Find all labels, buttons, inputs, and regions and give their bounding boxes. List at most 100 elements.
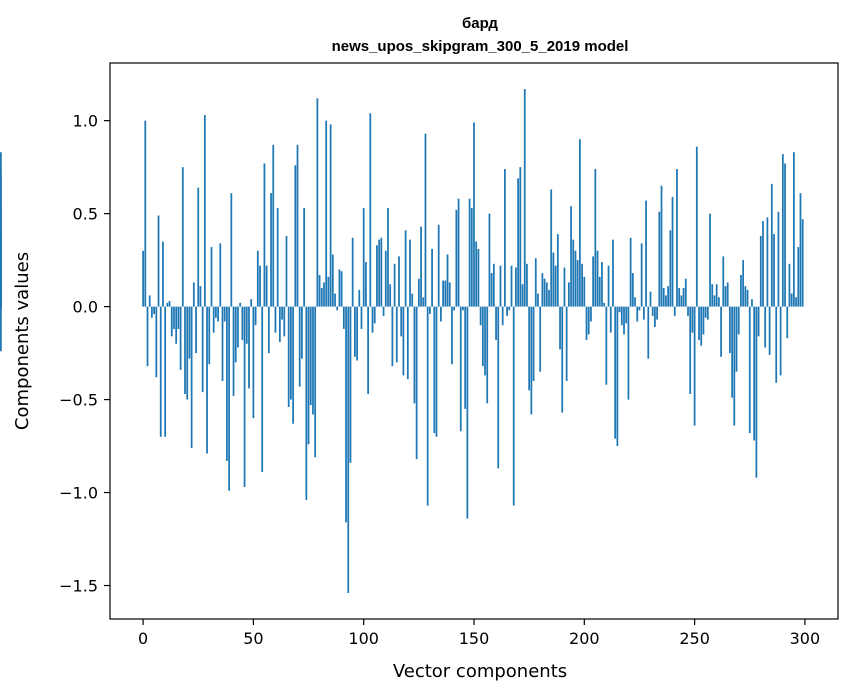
- bar-48: [248, 306, 250, 389]
- bar-26: [199, 286, 202, 307]
- bar-34: [217, 306, 219, 322]
- bar-37: [223, 306, 226, 322]
- chart-subtitle: news_upos_skipgram_300_5_2019 model: [332, 38, 629, 55]
- bar-24: [195, 306, 197, 354]
- bar-239: [669, 230, 672, 307]
- bar-53: [259, 265, 261, 307]
- bar-234: [658, 211, 661, 307]
- bar-104: [371, 306, 374, 333]
- bar-169: [515, 267, 517, 307]
- bar-17: [179, 306, 182, 370]
- bar-197: [576, 260, 579, 307]
- bar-186: [552, 252, 555, 307]
- bar-270: [737, 306, 740, 335]
- bar-40: [230, 193, 233, 307]
- bar-257: [709, 213, 711, 307]
- y-tick-label: −0.5: [59, 391, 98, 410]
- bar-252: [698, 306, 700, 341]
- x-tick-label: 0: [138, 629, 148, 648]
- bar-35: [219, 243, 222, 307]
- bar-278: [755, 306, 758, 478]
- bar-216: [618, 306, 621, 313]
- bar-155: [484, 306, 486, 376]
- bar-283: [766, 217, 769, 307]
- x-tick-label: 300: [790, 629, 821, 648]
- bar-124: [415, 306, 418, 460]
- bar-126: [420, 226, 422, 307]
- bar-114: [393, 263, 396, 307]
- bar-65: [285, 235, 288, 307]
- bar-196: [574, 250, 577, 307]
- bar-123: [413, 306, 416, 404]
- bar-274: [746, 289, 749, 307]
- bar-209: [603, 302, 606, 307]
- bar-237: [665, 295, 667, 307]
- bar-285: [770, 183, 773, 307]
- bar-74: [305, 306, 308, 500]
- bar-208: [601, 261, 603, 307]
- bar-121: [409, 239, 411, 307]
- bar-212: [609, 306, 612, 333]
- bar-undefined: [0, 306, 2, 309]
- bar-69: [294, 165, 297, 307]
- bar-244: [680, 295, 683, 307]
- bar-288: [777, 211, 780, 307]
- bar-220: [627, 306, 630, 400]
- bar-8: [159, 306, 162, 437]
- bar-25: [197, 187, 200, 307]
- bar-194: [570, 206, 572, 307]
- bar-27: [201, 306, 204, 393]
- bar-152: [477, 248, 480, 307]
- bar-218: [623, 306, 625, 335]
- chart-title: бард: [462, 15, 498, 32]
- bar-232: [654, 306, 656, 328]
- bar-176: [530, 306, 533, 415]
- bar-60: [274, 306, 277, 333]
- bar-20: [186, 306, 189, 400]
- bar-158: [490, 273, 493, 307]
- bar-170: [517, 178, 519, 307]
- bar-267: [731, 306, 733, 398]
- bar-207: [598, 276, 601, 307]
- bar-265: [726, 282, 729, 307]
- bar-64: [283, 306, 286, 337]
- bar-72: [301, 306, 303, 359]
- bar-7: [157, 215, 160, 307]
- bar-199: [581, 263, 583, 307]
- bar-141: [453, 306, 456, 311]
- bar-78: [314, 306, 317, 458]
- bar-135: [440, 306, 442, 322]
- bar-71: [298, 306, 301, 387]
- bar-6: [155, 306, 158, 378]
- bar-145: [462, 306, 464, 311]
- bar-276: [751, 299, 753, 307]
- y-tick-label: −1.5: [59, 577, 98, 596]
- y-tick-label: 0.0: [73, 298, 98, 317]
- bar-144: [459, 306, 462, 432]
- bar-138: [446, 254, 449, 307]
- bar-107: [378, 239, 381, 307]
- bar-94: [349, 306, 352, 463]
- bar-75: [307, 306, 310, 445]
- bar-297: [797, 247, 800, 307]
- bar-116: [398, 256, 400, 307]
- bar-82: [323, 282, 325, 307]
- bar-59: [272, 144, 275, 307]
- bar-45: [241, 306, 244, 341]
- bar-98: [358, 289, 361, 307]
- bar-85: [329, 124, 332, 307]
- bar-182: [543, 278, 546, 307]
- bar-228: [645, 200, 647, 307]
- bar-90: [340, 271, 343, 307]
- bar-125: [417, 278, 420, 307]
- bar-226: [640, 243, 643, 307]
- bar-21: [188, 306, 191, 359]
- bar-76: [309, 306, 312, 406]
- bar-55: [263, 163, 266, 307]
- bar-211: [607, 265, 610, 307]
- bar-147: [466, 306, 469, 519]
- bar-58: [270, 193, 272, 307]
- bar-117: [400, 306, 403, 337]
- bar-154: [481, 306, 484, 367]
- bar-77: [312, 306, 314, 415]
